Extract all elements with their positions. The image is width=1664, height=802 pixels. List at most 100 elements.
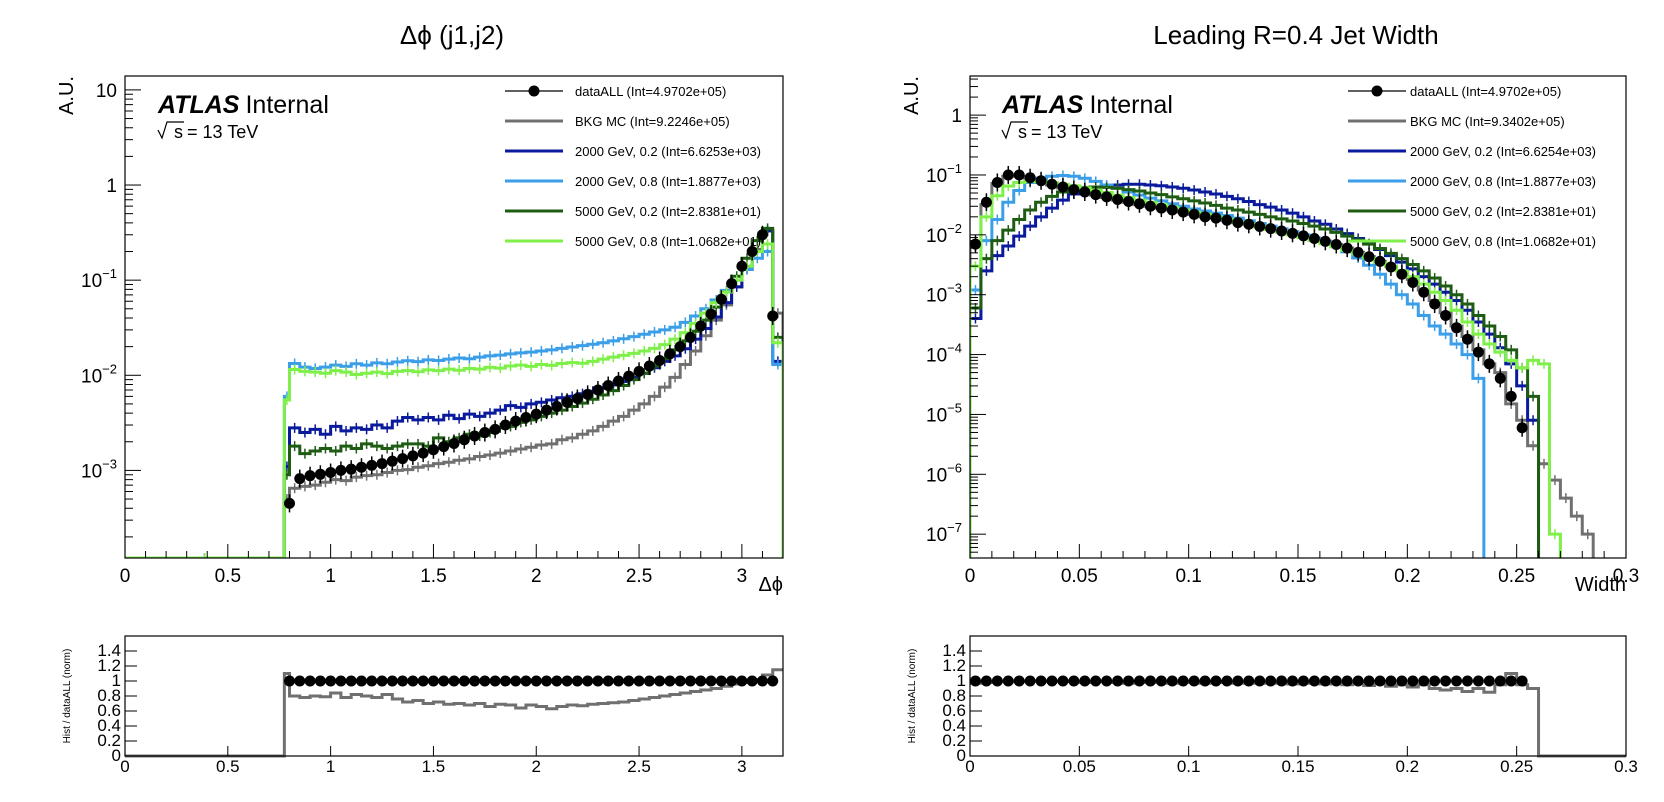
ratio-data-point (1352, 675, 1364, 687)
ratio-x-tick-label: 0.5 (216, 757, 240, 776)
legend-item: dataALL (Int=4.9702e+05) (505, 84, 726, 99)
data-point (1308, 232, 1320, 244)
ratio-data-point (582, 675, 594, 687)
ratio-data-point (767, 675, 779, 687)
data-point (386, 455, 398, 467)
legend-label: 2000 GeV, 0.2 (Int=6.6253e+03) (575, 144, 761, 159)
ratio-y-tick-label: 1.2 (97, 656, 121, 675)
legend-item: 5000 GeV, 0.8 (Int=1.0682e+01) (1348, 234, 1596, 249)
ratio-data-point (654, 675, 666, 687)
series-2000-gev-0-2 (970, 182, 1541, 558)
ratio-data-point (592, 675, 604, 687)
data-point (397, 453, 409, 465)
data-point (1341, 242, 1353, 254)
ratio-data-point (991, 675, 1003, 687)
ratio-data-point (1243, 675, 1255, 687)
ratio-data-point (726, 675, 738, 687)
x-tick-label: 0.5 (215, 566, 241, 587)
y-tick-label: 1 (951, 106, 962, 127)
x-tick-label: 3 (737, 566, 748, 587)
data-point (1035, 175, 1047, 187)
ratio-data-point (705, 675, 717, 687)
x-tick-label: 2 (531, 566, 542, 587)
ratio-data-point (304, 675, 316, 687)
data-point (438, 441, 450, 453)
ratio-data-point (345, 675, 357, 687)
ratio-data-point (314, 675, 326, 687)
ratio-data-point (1024, 675, 1036, 687)
data-point (726, 278, 738, 290)
x-tick-label: 0.1 (1175, 566, 1201, 587)
ratio-data-point (1013, 675, 1025, 687)
x-tick-label: 0 (120, 566, 131, 587)
series-5000-gev-0-2 (125, 226, 783, 558)
data-point (1440, 309, 1452, 321)
data-point (1319, 235, 1331, 247)
ratio-data-point (633, 675, 645, 687)
ratio-x-tick-label: 0.3 (1614, 757, 1638, 776)
data-point (541, 404, 553, 416)
data-point (1363, 251, 1375, 263)
data-point (304, 470, 316, 482)
data-point (1265, 223, 1277, 235)
ratio-bkg-line (970, 672, 1626, 758)
data-point (980, 196, 992, 208)
ratio-data-point (1363, 675, 1375, 687)
data-point (1090, 189, 1102, 201)
ratio-data-point (325, 675, 337, 687)
ratio-data-point (1199, 675, 1211, 687)
legend-label: 5000 GeV, 0.2 (Int=2.8381e+01) (575, 204, 761, 219)
data-point (1276, 225, 1288, 237)
ratio-data-point (1155, 675, 1167, 687)
ratio-y-tick-label: 1.2 (942, 656, 966, 675)
data-point (1505, 390, 1517, 402)
ratio-y-tick-label: 1 (112, 671, 121, 690)
data-point (1188, 208, 1200, 220)
data-point (582, 388, 594, 400)
x-tick-label: 0.05 (1061, 566, 1098, 587)
data-point (1144, 200, 1156, 212)
ratio-panel: 00.20.40.60.811.21.40 0.05 0.1 0.15 0.2 0.25 0… (907, 635, 1638, 776)
ratio-data-point (1177, 675, 1189, 687)
legend-item: 5000 GeV, 0.8 (Int=1.0682e+01) (505, 234, 761, 249)
ratio-data-point (1090, 675, 1102, 687)
data-point (1232, 217, 1244, 229)
data-point (1483, 358, 1495, 370)
data-point (613, 375, 624, 387)
ratio-data-point (1461, 675, 1473, 687)
ratio-data-point (397, 675, 409, 687)
ratio-data-point (1330, 675, 1342, 687)
ratio-data-point (674, 675, 686, 687)
data-point (314, 468, 326, 480)
data-point (1221, 214, 1233, 226)
series-5000-gev-0-8 (125, 242, 783, 558)
legend-item: 2000 GeV, 0.2 (Int=6.6253e+03) (505, 144, 761, 159)
x-tick-label: 0.15 (1280, 566, 1317, 587)
ratio-x-tick-label: 0 (120, 757, 129, 776)
data-point (1254, 220, 1266, 232)
y-tick-label: 10−2 (81, 361, 117, 387)
ratio-data-point (643, 675, 655, 687)
ratio-data-point (613, 675, 624, 687)
panel-1: Δϕ (j1,j2)0 0.5 1 1.5 2 2.5 310−310−210−1110Δϕ… (56, 20, 784, 776)
legend-marker (528, 85, 540, 97)
ratio-data-point (1210, 675, 1222, 687)
data-point (469, 430, 481, 442)
ratio-data-point (1133, 675, 1145, 687)
ratio-x-tick-label: 1.5 (422, 757, 446, 776)
ratio-data-point (1123, 675, 1135, 687)
ratio-data-point (448, 675, 460, 687)
ratio-data-point (1068, 675, 1080, 687)
ratio-data-point (335, 675, 347, 687)
ratio-data-point (1385, 675, 1397, 687)
ratio-x-tick-label: 0.25 (1500, 757, 1533, 776)
ratio-data-point (1297, 675, 1309, 687)
ratio-data-point (1319, 675, 1331, 687)
data-point (746, 246, 758, 258)
y-tick-label: 10−4 (926, 341, 962, 367)
ratio-data-point (736, 675, 748, 687)
data-point (1429, 298, 1441, 310)
ratio-data-point (1308, 675, 1320, 687)
ratio-y-tick-label: 0.6 (942, 701, 966, 720)
y-tick-label: 10−3 (81, 456, 117, 482)
